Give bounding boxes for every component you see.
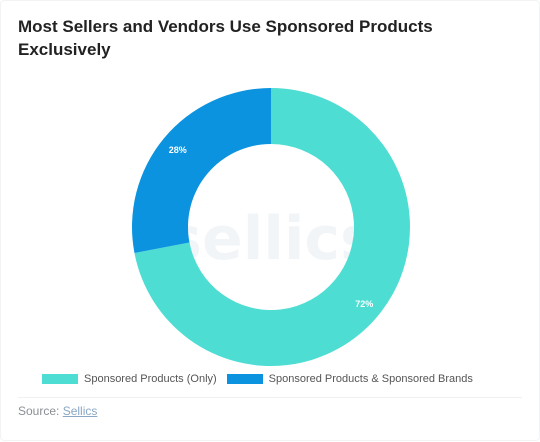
donut-slice-1 xyxy=(134,88,410,366)
slices-group xyxy=(131,88,410,366)
slice-label-2: 28% xyxy=(169,145,187,155)
source-line: Source: Sellics xyxy=(18,404,97,418)
source-link[interactable]: Sellics xyxy=(62,404,98,418)
legend-item-1[interactable]: Sponsored Products (Only) xyxy=(42,373,217,385)
donut-slice-2 xyxy=(131,88,271,254)
legend-label: Sponsored Products & Sponsored Brands xyxy=(268,373,473,385)
chart-title: Most Sellers and Vendors Use Sponsored P… xyxy=(18,17,433,59)
slice-labels-group: 72% 28% xyxy=(169,145,373,309)
source-prefix: Source: xyxy=(18,404,60,418)
legend: Sponsored Products (Only) Sponsored Produ… xyxy=(42,373,483,385)
legend-item-2[interactable]: Sponsored Products & Sponsored Brands xyxy=(226,373,473,385)
legend-swatch xyxy=(42,374,78,384)
watermark-logo: sellics xyxy=(166,204,375,274)
legend-label: Sponsored Products (Only) xyxy=(84,373,217,385)
divider xyxy=(18,397,522,398)
slice-label-1: 72% xyxy=(355,299,373,309)
legend-swatch xyxy=(226,374,263,384)
